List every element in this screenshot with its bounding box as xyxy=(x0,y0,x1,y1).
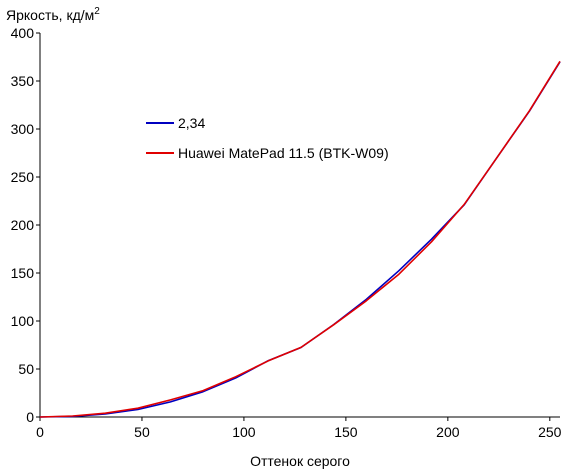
y-tick-label: 400 xyxy=(11,25,35,41)
x-tick-label: 50 xyxy=(134,424,150,440)
legend: 2,34 Huawei MatePad 11.5 (BTK-W09) xyxy=(146,115,389,161)
y-tick-label: 300 xyxy=(11,121,35,137)
x-tick-label: 250 xyxy=(538,424,562,440)
x-tick-label: 150 xyxy=(334,424,358,440)
x-axis: 0 50 100 150 200 250 xyxy=(36,416,562,440)
x-tick-label: 0 xyxy=(36,424,44,440)
y-tick-label: 100 xyxy=(11,313,35,329)
x-tick-label: 200 xyxy=(436,424,460,440)
y-tick-label: 250 xyxy=(11,169,35,185)
x-tick-label: 100 xyxy=(232,424,256,440)
y-tick-label: 200 xyxy=(11,217,35,233)
y-tick-label: 50 xyxy=(18,361,34,377)
series-layer xyxy=(39,60,561,418)
series-line-1 xyxy=(39,61,561,418)
y-axis-title: Яркость, кд/м2 xyxy=(6,6,100,23)
y-tick-label: 0 xyxy=(26,409,34,425)
series-line-2 xyxy=(39,60,561,418)
x-axis-title: Оттенок серого xyxy=(250,453,350,469)
legend-label-1: 2,34 xyxy=(178,115,205,131)
legend-label-2: Huawei MatePad 11.5 (BTK-W09) xyxy=(178,145,389,161)
y-axis: 0 50 100 150 200 250 300 350 400 xyxy=(11,25,41,425)
y-tick-label: 150 xyxy=(11,265,35,281)
y-tick-label: 350 xyxy=(11,73,35,89)
